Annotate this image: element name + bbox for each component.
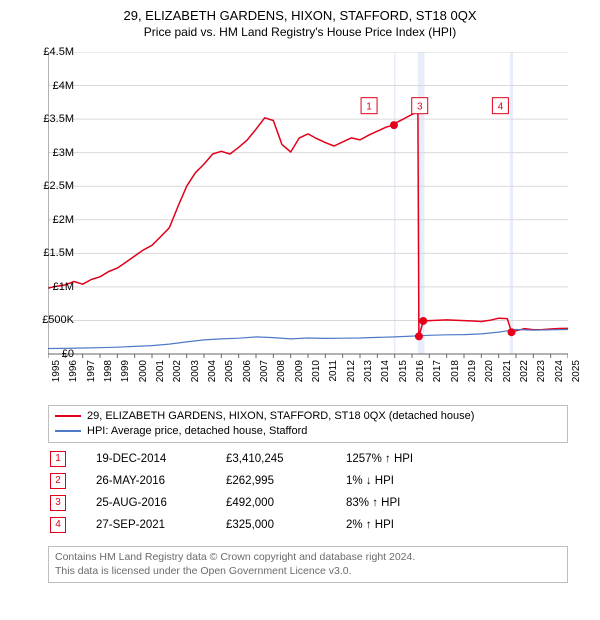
transaction-date: 19-DEC-2014 bbox=[96, 453, 226, 465]
legend-swatch bbox=[55, 430, 81, 432]
chart-svg: 1 3 4 bbox=[48, 52, 568, 392]
x-tick-label: 2005 bbox=[224, 360, 235, 382]
x-tick-label: 1998 bbox=[103, 360, 114, 382]
x-tick-label: 2016 bbox=[415, 360, 426, 382]
x-tick-label: 2008 bbox=[276, 360, 287, 382]
x-tick-label: 2020 bbox=[484, 360, 495, 382]
transaction-marker-box: 2 bbox=[50, 473, 66, 489]
transaction-marker-box: 4 bbox=[50, 517, 66, 533]
y-tick-label: £1M bbox=[53, 281, 74, 293]
transaction-delta: 2% ↑ HPI bbox=[346, 519, 496, 531]
y-tick-label: £3M bbox=[53, 147, 74, 159]
transaction-price: £262,995 bbox=[226, 475, 346, 487]
transaction-row: 4 27-SEP-2021£325,0002% ↑ HPI bbox=[48, 514, 568, 536]
transaction-price: £325,000 bbox=[226, 519, 346, 531]
x-tick-label: 2017 bbox=[432, 360, 443, 382]
y-tick-label: £2M bbox=[53, 214, 74, 226]
transaction-row: 2 26-MAY-2016£262,9951% ↓ HPI bbox=[48, 470, 568, 492]
transaction-row: 3 25-AUG-2016£492,00083% ↑ HPI bbox=[48, 492, 568, 514]
x-tick-label: 2006 bbox=[242, 360, 253, 382]
transaction-delta: 1% ↓ HPI bbox=[346, 475, 496, 487]
x-tick-label: 2014 bbox=[380, 360, 391, 382]
transaction-date: 25-AUG-2016 bbox=[96, 497, 226, 509]
chart-container: 29, ELIZABETH GARDENS, HIXON, STAFFORD, … bbox=[0, 0, 600, 620]
transaction-date: 26-MAY-2016 bbox=[96, 475, 226, 487]
y-tick-label: £4.5M bbox=[43, 46, 74, 58]
legend-label: HPI: Average price, detached house, Staf… bbox=[87, 424, 307, 439]
legend-item-hpi: HPI: Average price, detached house, Staf… bbox=[55, 424, 561, 439]
transaction-price: £3,410,245 bbox=[226, 453, 346, 465]
legend: 29, ELIZABETH GARDENS, HIXON, STAFFORD, … bbox=[48, 405, 568, 443]
title-line2: Price paid vs. HM Land Registry's House … bbox=[0, 25, 600, 39]
y-tick-label: £1.5M bbox=[43, 247, 74, 259]
y-tick-label: £4M bbox=[53, 80, 74, 92]
legend-label: 29, ELIZABETH GARDENS, HIXON, STAFFORD, … bbox=[87, 409, 474, 424]
transaction-row: 1 19-DEC-2014£3,410,2451257% ↑ HPI bbox=[48, 448, 568, 470]
x-tick-label: 2023 bbox=[536, 360, 547, 382]
y-tick-label: £2.5M bbox=[43, 180, 74, 192]
x-tick-label: 2015 bbox=[398, 360, 409, 382]
legend-swatch bbox=[55, 415, 81, 417]
footer-line2: This data is licensed under the Open Gov… bbox=[55, 565, 561, 579]
chart-zone: 1 3 4 bbox=[48, 52, 568, 392]
x-tick-label: 2018 bbox=[450, 360, 461, 382]
x-tick-label: 1995 bbox=[51, 360, 62, 382]
x-tick-label: 2012 bbox=[346, 360, 357, 382]
x-tick-label: 2011 bbox=[328, 360, 339, 382]
x-tick-label: 2002 bbox=[172, 360, 183, 382]
transaction-delta: 83% ↑ HPI bbox=[346, 497, 496, 509]
legend-item-property: 29, ELIZABETH GARDENS, HIXON, STAFFORD, … bbox=[55, 409, 561, 424]
x-tick-label: 2000 bbox=[138, 360, 149, 382]
y-tick-label: £0 bbox=[62, 348, 74, 360]
svg-text:4: 4 bbox=[498, 102, 504, 113]
x-tick-label: 2022 bbox=[519, 360, 530, 382]
x-tick-label: 2021 bbox=[502, 360, 513, 382]
transaction-price: £492,000 bbox=[226, 497, 346, 509]
x-tick-label: 2007 bbox=[259, 360, 270, 382]
x-tick-label: 1997 bbox=[86, 360, 97, 382]
x-tick-label: 2004 bbox=[207, 360, 218, 382]
x-tick-label: 1996 bbox=[68, 360, 79, 382]
footer: Contains HM Land Registry data © Crown c… bbox=[48, 546, 568, 583]
footer-line1: Contains HM Land Registry data © Crown c… bbox=[55, 551, 561, 565]
transactions-table: 1 19-DEC-2014£3,410,2451257% ↑ HPI 2 26-MAY… bbox=[48, 448, 568, 536]
svg-text:1: 1 bbox=[366, 102, 372, 113]
y-tick-label: £500K bbox=[42, 314, 74, 326]
transaction-marker-box: 1 bbox=[50, 451, 66, 467]
y-tick-label: £3.5M bbox=[43, 113, 74, 125]
transaction-marker-box: 3 bbox=[50, 495, 66, 511]
title-block: 29, ELIZABETH GARDENS, HIXON, STAFFORD, … bbox=[0, 0, 600, 39]
x-tick-label: 2019 bbox=[467, 360, 478, 382]
title-line1: 29, ELIZABETH GARDENS, HIXON, STAFFORD, … bbox=[0, 8, 600, 23]
x-tick-label: 2025 bbox=[571, 360, 582, 382]
x-tick-label: 2010 bbox=[311, 360, 322, 382]
x-tick-label: 1999 bbox=[120, 360, 131, 382]
svg-text:3: 3 bbox=[417, 102, 423, 113]
x-tick-label: 2024 bbox=[554, 360, 565, 382]
x-tick-label: 2013 bbox=[363, 360, 374, 382]
transaction-date: 27-SEP-2021 bbox=[96, 519, 226, 531]
x-tick-label: 2003 bbox=[190, 360, 201, 382]
x-tick-label: 2001 bbox=[155, 360, 166, 382]
transaction-delta: 1257% ↑ HPI bbox=[346, 453, 496, 465]
x-tick-label: 2009 bbox=[294, 360, 305, 382]
